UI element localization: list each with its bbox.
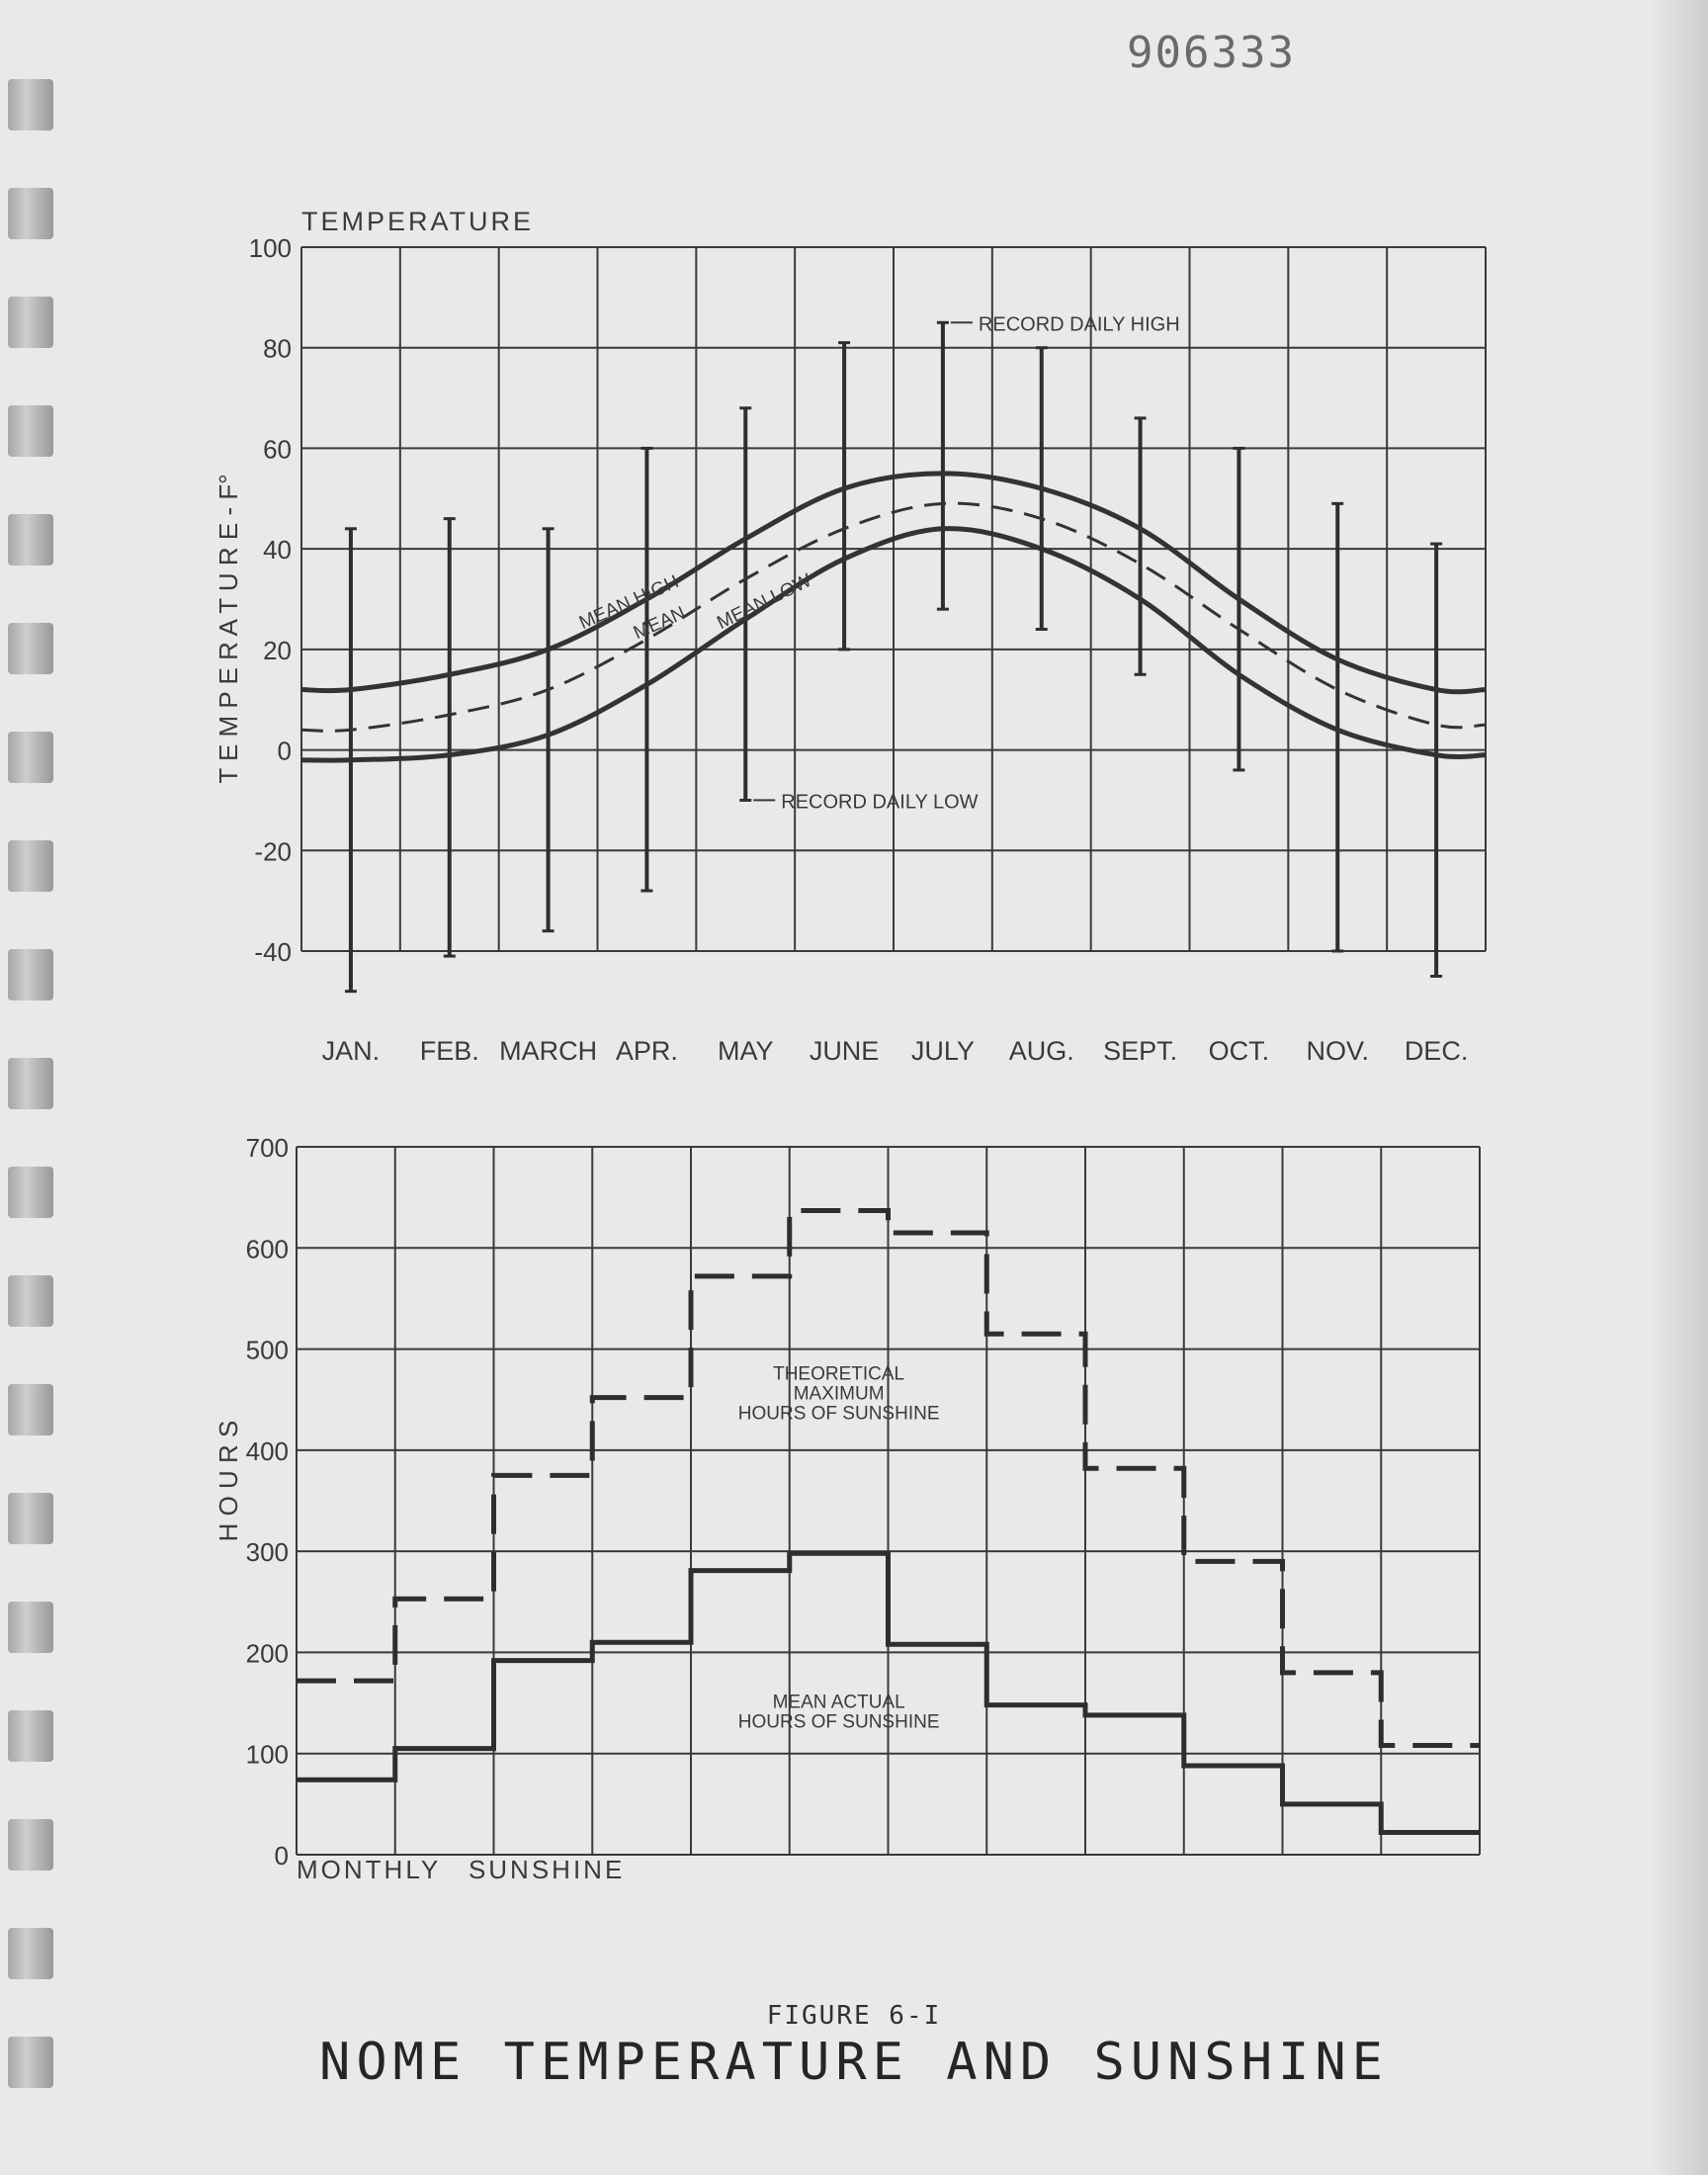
y-tick-label: 40: [263, 535, 292, 565]
y-tick-label: 600: [246, 1234, 289, 1263]
month-label: DEC.: [1405, 1036, 1469, 1066]
month-label: JUNE: [810, 1036, 880, 1066]
y-tick-label: 0: [278, 737, 292, 766]
y-tick-label: 100: [246, 1740, 289, 1770]
y-tick-label: 500: [246, 1336, 289, 1365]
binding-ring: [8, 840, 53, 892]
binding-ring: [8, 1819, 53, 1870]
month-label: AUG.: [1009, 1036, 1074, 1066]
y-tick-label: 700: [246, 1133, 289, 1163]
record-high-label: RECORD DAILY HIGH: [979, 313, 1180, 335]
temperature-chart: -40 -20 0 20 40 60 80 100 JAN. FEB. MARCH APR. MAY JU…: [214, 207, 1487, 1066]
mean-actual-label: MEAN ACTUAL: [773, 1693, 905, 1713]
month-label: JAN.: [322, 1036, 381, 1066]
binding-ring: [8, 1167, 53, 1218]
y-tick-label: 80: [263, 334, 292, 364]
binding-ring: [8, 949, 53, 1000]
chart-title: TEMPERATURE: [301, 207, 534, 236]
spiral-binding: [0, 79, 61, 2135]
y-tick-label: 20: [263, 636, 292, 665]
binding-ring: [8, 1493, 53, 1544]
mean-high-curve: [300, 471, 1487, 695]
y-tick-label: 60: [263, 434, 292, 464]
month-label: MARCH: [499, 1036, 597, 1066]
month-label: MAY: [718, 1036, 774, 1066]
binding-ring: [8, 1710, 53, 1762]
binding-ring: [8, 1275, 53, 1327]
record-low-label: RECORD DAILY LOW: [781, 791, 978, 813]
page-edge-shadow: [1649, 0, 1708, 2175]
binding-ring: [8, 79, 53, 130]
y-tick-label: 300: [246, 1537, 289, 1567]
y-tick-label: 200: [246, 1638, 289, 1668]
month-label: FEB.: [420, 1036, 479, 1066]
document-number: 906333: [1127, 28, 1296, 78]
binding-ring: [8, 405, 53, 457]
figure-label: FIGURE 6-I: [766, 2001, 942, 2031]
theoretical-max-label: HOURS OF SUNSHINE: [738, 1403, 940, 1424]
chart-title: MONTHLY SUNSHINE: [297, 1855, 625, 1884]
mean-actual-step-line: [297, 1550, 1480, 1835]
mean-curve: [300, 501, 1487, 733]
y-tick-label: 0: [275, 1841, 289, 1870]
figure-title: NOME TEMPERATURE AND SUNSHINE: [319, 2033, 1389, 2092]
sunshine-chart: 0 100 200 300 400 500 600 700 H O U R S MONTHLY S…: [214, 1133, 1481, 1884]
binding-ring: [8, 1928, 53, 1979]
y-axis-label: H O U R S: [214, 1421, 243, 1542]
theoretical-max-step-line: [297, 1207, 1480, 1749]
binding-ring: [8, 1384, 53, 1436]
mean-low-curve: [300, 526, 1487, 763]
month-label: NOV.: [1306, 1036, 1369, 1066]
theoretical-max-label: MAXIMUM: [794, 1383, 885, 1404]
binding-ring: [8, 514, 53, 566]
y-tick-label: 100: [249, 233, 292, 263]
binding-ring: [8, 297, 53, 348]
binding-ring: [8, 732, 53, 783]
binding-ring: [8, 623, 53, 674]
binding-ring: [8, 188, 53, 239]
theoretical-max-label: THEORETICAL: [773, 1363, 904, 1384]
binding-ring: [8, 1058, 53, 1109]
month-label: OCT.: [1209, 1036, 1270, 1066]
binding-ring: [8, 2037, 53, 2088]
y-tick-label: 400: [246, 1436, 289, 1466]
y-tick-label: -20: [254, 836, 292, 866]
month-label: SEPT.: [1103, 1036, 1177, 1066]
y-tick-label: -40: [254, 937, 292, 967]
month-label: APR.: [616, 1036, 678, 1066]
mean-actual-label: HOURS OF SUNSHINE: [738, 1712, 940, 1733]
month-label: JULY: [911, 1036, 975, 1066]
binding-ring: [8, 1602, 53, 1653]
y-axis-label: T E M P E R A T U R E - F°: [214, 474, 243, 783]
